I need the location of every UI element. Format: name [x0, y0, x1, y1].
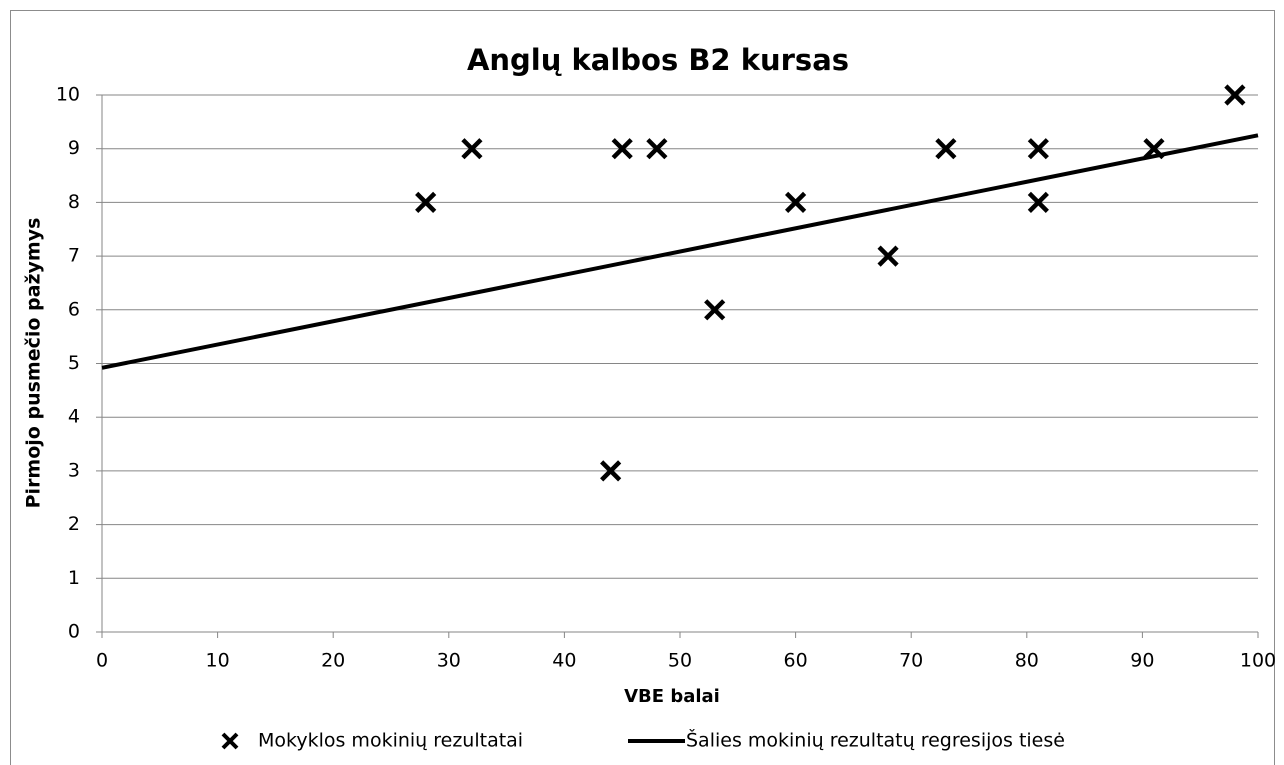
x-tick-label: 50: [668, 650, 692, 672]
x-tick-label: 20: [321, 650, 345, 672]
marker: [415, 191, 437, 213]
x-tick-label: 30: [437, 650, 461, 672]
legend-marker: [221, 732, 239, 750]
marker: [461, 138, 483, 160]
marker: [785, 191, 807, 213]
y-tick-label: 9: [68, 137, 80, 159]
marker: [1027, 191, 1049, 213]
y-tick-label: 3: [68, 459, 80, 481]
marker: [704, 299, 726, 321]
x-tick-label: 80: [1015, 650, 1039, 672]
x-tick-label: 0: [96, 650, 108, 672]
legend-label: Šalies mokinių rezultatų regresijos ties…: [686, 728, 1065, 752]
marker: [877, 245, 899, 267]
chart-frame: [10, 10, 1275, 765]
y-tick-label: 7: [68, 245, 80, 267]
x-axis-label: VBE balai: [624, 686, 720, 707]
y-axis-label: Pirmojo pusmečio pažymys: [23, 218, 45, 509]
x-tick-label: 90: [1130, 650, 1154, 672]
y-tick-label: 2: [68, 513, 80, 535]
marker: [1027, 138, 1049, 160]
marker: [935, 138, 957, 160]
y-tick-label: 0: [68, 621, 80, 643]
y-tick-label: 6: [68, 298, 80, 320]
x-tick-label: 10: [206, 650, 230, 672]
x-tick-label: 60: [784, 650, 808, 672]
marker: [600, 460, 622, 482]
x-tick-label: 100: [1240, 650, 1276, 672]
x-tick-label: 40: [552, 650, 576, 672]
marker: [646, 138, 668, 160]
y-tick-label: 4: [68, 406, 80, 428]
legend-label: Mokyklos mokinių rezultatai: [258, 730, 523, 752]
y-tick-label: 8: [68, 191, 80, 213]
y-tick-label: 1: [68, 567, 80, 589]
chart-title: Anglų kalbos B2 kursas: [467, 43, 849, 77]
marker: [1224, 84, 1246, 106]
marker: [611, 138, 633, 160]
regression-line: [101, 133, 1259, 370]
y-tick-label: 5: [68, 352, 80, 374]
x-tick-label: 70: [899, 650, 923, 672]
y-tick-label: 10: [56, 84, 80, 106]
